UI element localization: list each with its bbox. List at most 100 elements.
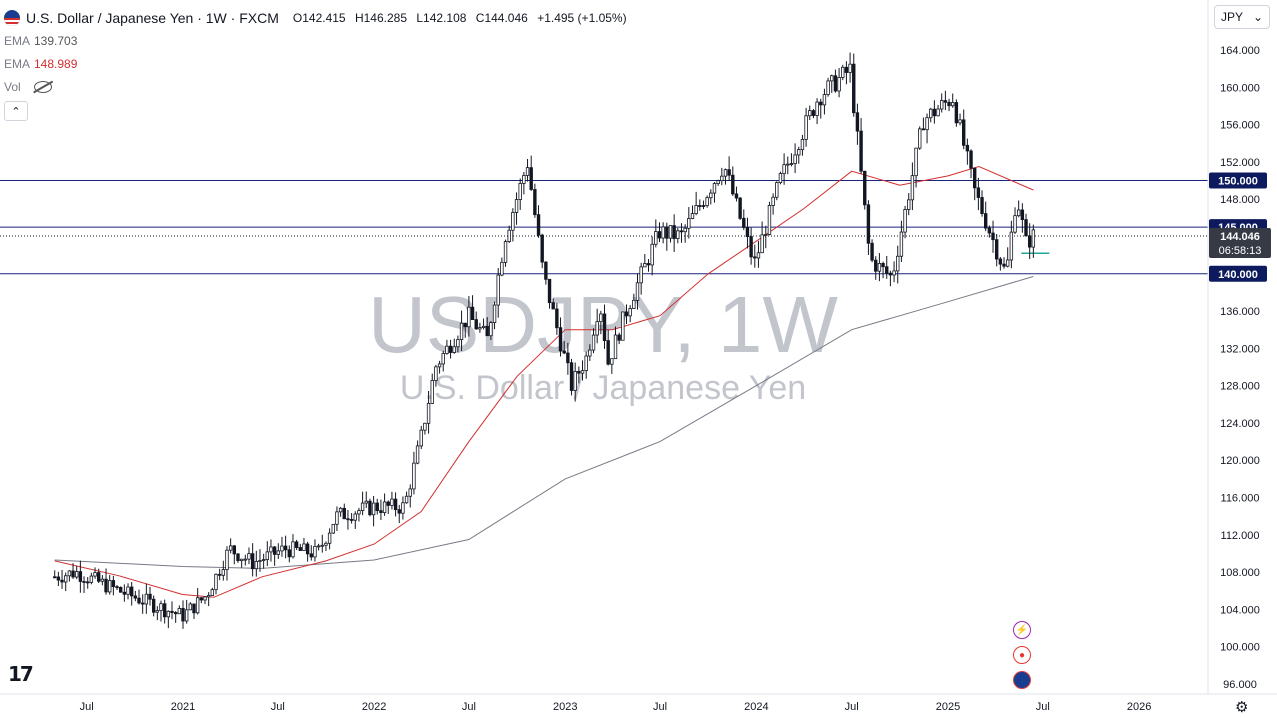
candle-body <box>195 597 200 614</box>
candle-body <box>602 313 607 341</box>
candle-body <box>261 559 266 561</box>
lightning-icon[interactable]: ⚡ <box>1013 621 1031 639</box>
candle-body <box>481 325 486 328</box>
candle-body <box>859 130 863 172</box>
y-tick-label: 116.000 <box>1221 493 1260 505</box>
candle-body <box>137 597 141 604</box>
candle-body <box>566 352 570 364</box>
candle-body <box>595 321 599 336</box>
candle-body <box>269 546 273 553</box>
candle-body <box>118 586 123 593</box>
change-value: +1.495 (+1.05%) <box>537 10 627 25</box>
candle-body <box>650 243 654 266</box>
candle-body <box>492 304 497 324</box>
candle-body <box>346 518 350 521</box>
record-icon[interactable]: ● <box>1013 646 1031 664</box>
indicator-ema-2[interactable]: EMA 148.989 <box>4 52 627 75</box>
hidden-eye-icon[interactable] <box>34 80 52 93</box>
candle-body <box>727 169 731 176</box>
candle-body <box>701 205 706 207</box>
candle-body <box>250 553 255 570</box>
currency-select[interactable]: JPY ⌄ <box>1214 5 1270 29</box>
open-value: 142.415 <box>302 10 346 25</box>
candle-body <box>53 576 57 579</box>
candle-body <box>291 541 295 558</box>
candle-body <box>434 366 438 381</box>
candle-body <box>745 227 750 237</box>
candle-body <box>203 596 207 601</box>
candle-body <box>826 80 830 95</box>
candle-body <box>64 575 68 583</box>
candle-body <box>320 544 324 547</box>
candle-body <box>342 507 346 520</box>
y-tick-label: 156.000 <box>1220 120 1260 132</box>
candle-body <box>144 593 149 605</box>
candle-body <box>789 163 794 165</box>
candle-body <box>683 227 687 233</box>
candle-body <box>599 313 603 323</box>
candle-body <box>646 263 651 266</box>
candle-body <box>694 205 698 215</box>
candle-body <box>536 214 541 236</box>
candle-body <box>973 167 977 189</box>
candle-body <box>654 231 658 245</box>
candle-body <box>540 234 544 263</box>
candle-body <box>423 422 427 431</box>
candle-body <box>188 603 193 611</box>
candle-body <box>265 551 270 560</box>
candle-body <box>551 302 555 310</box>
x-tick-label: 2023 <box>553 701 577 713</box>
candle-body <box>712 183 717 194</box>
candle-body <box>496 274 500 306</box>
candle-body <box>327 532 332 544</box>
candle-body <box>558 327 563 352</box>
candle-body <box>907 199 911 210</box>
watermark-name: U.S. Dollar / Japanese Yen <box>400 369 806 407</box>
collapse-legend-button[interactable]: ⌃ <box>4 101 28 121</box>
x-tick-label: 2026 <box>1127 701 1151 713</box>
level-label-bg <box>1209 265 1267 282</box>
candle-body <box>148 593 152 600</box>
ema-50-line <box>54 165 1034 598</box>
candle-body <box>518 183 522 200</box>
candle-body <box>309 553 313 558</box>
candle-body <box>767 205 772 235</box>
candle-body <box>470 306 475 321</box>
indicator-ema-1[interactable]: EMA 139.703 <box>4 29 627 52</box>
open-label: O <box>292 10 303 25</box>
candle-body <box>126 586 130 595</box>
candle-body <box>720 175 724 182</box>
gear-icon[interactable]: ⚙ <box>1235 699 1249 716</box>
candle-body <box>833 75 838 92</box>
candle-body <box>969 150 973 169</box>
close-label: C <box>475 10 485 25</box>
price-axis[interactable]: 164.000 160.000 156.000 152.000 148.000 144.0… <box>1207 0 1260 694</box>
indicator-name: EMA <box>4 33 31 48</box>
candle-body <box>577 370 581 374</box>
candle-body <box>397 509 401 514</box>
symbol-row[interactable]: U.S. Dollar / Japanese Yen · 1W · FXCM O… <box>4 6 627 29</box>
candle-body <box>837 77 841 92</box>
us-flag-events-icon[interactable] <box>1013 671 1031 689</box>
candle-body <box>848 63 852 73</box>
indicator-volume[interactable]: Vol <box>4 75 627 98</box>
candle-body <box>914 147 918 177</box>
candle-body <box>716 180 720 184</box>
candle-body <box>89 575 94 583</box>
candle-body <box>775 182 779 198</box>
candle-body <box>555 308 559 329</box>
candle-body <box>951 102 955 107</box>
candle-body <box>929 108 933 119</box>
candle-body <box>412 462 416 490</box>
candle-body <box>522 175 526 184</box>
candle-body <box>958 119 962 124</box>
candle-body <box>111 580 116 588</box>
candle-body <box>932 108 937 117</box>
candle-body <box>1024 219 1028 237</box>
candle-body <box>632 299 636 309</box>
symbol-title[interactable]: U.S. Dollar / Japanese Yen · 1W · FXCM <box>26 9 279 26</box>
tradingview-logo[interactable]: 17 <box>8 662 34 686</box>
time-axis[interactable]: Jul 2021 Jul 2022 Jul 2023 Jul 2024 Jul 2025 Jul 20… <box>0 693 1277 713</box>
horizontal-levels <box>0 180 1208 275</box>
